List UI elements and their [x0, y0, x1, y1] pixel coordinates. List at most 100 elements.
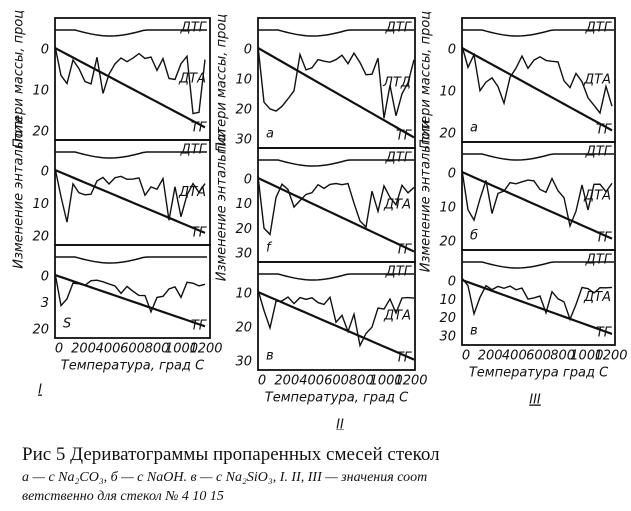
- curve-label: ДТА: [383, 309, 411, 324]
- y-tick-label: 10: [439, 293, 456, 308]
- y-tick-label: 3: [41, 296, 49, 311]
- dtg-curve: [55, 29, 207, 37]
- y-tick-label: 0: [244, 173, 252, 188]
- curve-label: ТГ: [191, 319, 208, 334]
- y-axis-label: Потери массы, проц: [12, 10, 27, 148]
- tg-curve: [257, 47, 415, 139]
- y-tick-label: 10: [32, 84, 49, 99]
- x-tick-label: 400: [96, 342, 121, 357]
- y-tick-label: 0: [41, 43, 49, 58]
- dta-curve: [54, 272, 206, 314]
- y-axis-label: Изменение энтальпии: [12, 116, 27, 269]
- figure: ДТГ ДТА ТГ 0 10 20 Потери массы, проц ДТГ ДТА ТГ 0…: [12, 10, 628, 431]
- x-tick-label: 0: [462, 349, 470, 364]
- curve-label: ДТГ: [180, 143, 208, 158]
- y-axis-label: Изменение энтальпии: [215, 129, 230, 282]
- curve-label: ТГ: [191, 226, 208, 241]
- tg-curve: [54, 273, 206, 328]
- x-tick-label: 1000: [570, 349, 603, 364]
- curve-label: ДТА: [383, 198, 411, 213]
- x-axis-label: Температура, град С: [61, 359, 205, 374]
- x-axis-label: Температура град С: [469, 366, 609, 381]
- x-tick-label: 800: [145, 342, 170, 357]
- subplot-letter: б: [470, 229, 478, 244]
- curve-label: ДТА: [583, 290, 611, 305]
- curve-label: ЛТД: [382, 76, 411, 91]
- tg-curve: [54, 168, 206, 234]
- dtg-curve: [55, 256, 207, 264]
- y-axis-label: Изменение энтальпии: [419, 120, 434, 273]
- curve-label: ДТГ: [585, 145, 613, 160]
- x-tick-label: 0: [55, 342, 63, 357]
- y-tick-label: 0: [244, 43, 252, 58]
- y-tick-label: 30: [235, 133, 252, 148]
- tg-curve: [461, 278, 613, 335]
- dta-curve: [54, 45, 206, 115]
- dtg-curve: [258, 29, 414, 37]
- curve-label: ТГ: [596, 231, 613, 246]
- panel-numeral: I: [38, 383, 42, 398]
- subplot-letter: в: [266, 349, 274, 364]
- dta-curve: [461, 169, 613, 229]
- dtg-curve: [258, 273, 414, 281]
- x-tick-label: 400: [502, 349, 527, 364]
- subplot-letter: S: [63, 317, 71, 332]
- panel-numeral: III: [529, 393, 541, 408]
- x-tick-label: 600: [324, 374, 349, 389]
- y-tick-label: 20: [439, 127, 456, 142]
- dta-curve: [257, 175, 415, 236]
- y-tick-label: 10: [439, 85, 456, 100]
- subplot-letter: в: [470, 324, 478, 339]
- tg-curve: [257, 177, 415, 253]
- x-tick-label: 1200: [189, 342, 222, 357]
- dtg-curve: [55, 151, 207, 159]
- caption-title: Рис 5 Дериватограммы пропаренных смесей …: [22, 444, 440, 465]
- curve-label: ДТГ: [385, 151, 413, 166]
- subplot-frame: [461, 249, 616, 346]
- y-tick-label: 0: [448, 43, 456, 58]
- curve-label: ДТГ: [585, 21, 613, 36]
- y-tick-label: 20: [235, 103, 252, 118]
- dtg-curve: [462, 29, 614, 37]
- y-tick-label: 10: [235, 73, 252, 88]
- x-tick-label: 400: [299, 374, 324, 389]
- x-tick-label: 1000: [165, 342, 198, 357]
- subplot-letter: f: [266, 241, 273, 256]
- y-tick-label: 20: [32, 230, 49, 245]
- x-tick-label: 200: [71, 342, 96, 357]
- subplot-letter: а: [470, 121, 478, 136]
- curve-label: ДТГ: [385, 21, 413, 36]
- curve-label: ДТГ: [385, 265, 413, 280]
- panel-numeral: II: [336, 418, 344, 431]
- x-tick-label: 0: [258, 374, 266, 389]
- curve-label: ТГ: [596, 123, 613, 138]
- curve-label: ДТА: [178, 185, 206, 200]
- y-tick-label: 10: [439, 201, 456, 216]
- y-axis-label: Потери массы, проц: [419, 11, 434, 149]
- y-axis-label: Потери массы, проц: [215, 14, 230, 152]
- y-tick-label: 0: [41, 270, 49, 285]
- y-tick-label: 20: [32, 323, 49, 338]
- tg-curve: [461, 47, 613, 132]
- dtg-curve: [462, 261, 614, 269]
- y-tick-label: 20: [235, 321, 252, 336]
- curve-label: ТГ: [396, 129, 413, 144]
- caption-line: ветственно для стекол № 4 10 15: [22, 489, 224, 504]
- x-tick-label: 600: [526, 349, 551, 364]
- x-tick-label: 1000: [370, 374, 403, 389]
- subplot-frame: [54, 244, 211, 339]
- curve-label: ДТГ: [180, 21, 208, 36]
- y-tick-label: 10: [235, 197, 252, 212]
- x-tick-label: 800: [349, 374, 374, 389]
- x-tick-label: 800: [550, 349, 575, 364]
- dtg-curve: [258, 159, 414, 167]
- y-tick-label: 30: [235, 355, 252, 370]
- x-tick-label: 200: [274, 374, 299, 389]
- curve-label: ТГ: [396, 243, 413, 258]
- y-tick-label: 20: [32, 125, 49, 140]
- y-tick-label: 0: [448, 167, 456, 182]
- caption-line: а — с Na₂CO₃, б — с NaOH. в — с Na₂SiO₃,…: [22, 470, 428, 485]
- curve-label: ТГ: [191, 121, 208, 136]
- curve-label: ДТА: [583, 73, 611, 88]
